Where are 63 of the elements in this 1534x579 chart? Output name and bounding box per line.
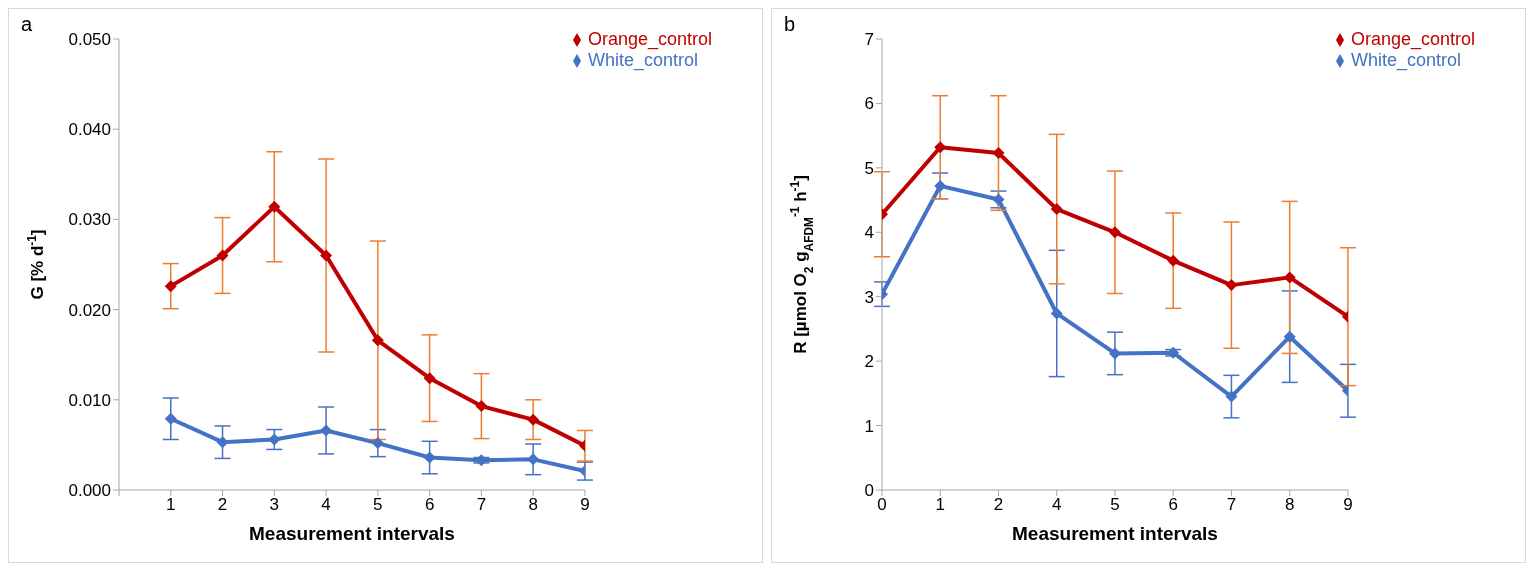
legend-label: Orange_control: [587, 29, 712, 49]
x-tick-label: 5: [373, 495, 383, 515]
x-axis-title: Measurement intervals: [249, 523, 455, 544]
y-tick-label: 4: [864, 223, 874, 243]
x-tick-label: 2: [993, 495, 1004, 515]
point: [320, 424, 333, 437]
x-tick-label: 4: [321, 495, 331, 515]
y-tick-label: 0.050: [68, 30, 111, 50]
x-tick-label: 9: [580, 495, 590, 515]
point: [1050, 307, 1063, 320]
y-tick-label: 3: [864, 287, 874, 307]
x-tick-label: 6: [1168, 495, 1178, 515]
y-tick-label: 1: [864, 416, 874, 436]
y-tick-label: 0.030: [68, 210, 111, 230]
y-tick-label: 6: [864, 94, 874, 114]
point: [268, 200, 281, 213]
legend-label: Orange_control: [1350, 29, 1475, 49]
x-tick-label: 5: [1110, 495, 1120, 515]
point: [371, 437, 384, 450]
point: [475, 400, 488, 413]
point: [164, 280, 177, 293]
x-tick-label: 8: [528, 495, 538, 515]
x-axis-title: Measurement intervals: [1012, 523, 1218, 544]
point: [1283, 271, 1296, 284]
legend-label: White_control: [1350, 50, 1461, 70]
x-tick-label: 2: [217, 495, 228, 515]
point: [1225, 279, 1238, 292]
point: [423, 372, 436, 385]
x-tick-label: 6: [424, 495, 435, 515]
point: [1283, 330, 1296, 343]
y-tick-label: 0.010: [68, 390, 111, 410]
y-tick-label: 5: [864, 158, 874, 178]
x-tick-label: 7: [476, 495, 487, 515]
point: [1050, 203, 1063, 216]
point: [1225, 390, 1238, 403]
x-tick-label: 9: [1343, 495, 1353, 515]
point: [1167, 254, 1180, 267]
point: [216, 249, 229, 262]
point: [1108, 347, 1121, 360]
y-tick-label: 0: [864, 481, 874, 501]
point: [527, 453, 540, 466]
x-tick-label: 4: [1051, 495, 1062, 515]
legend-label: White_control: [587, 50, 698, 70]
x-tick-label: 8: [1284, 495, 1295, 515]
point: [527, 413, 540, 426]
point: [164, 412, 177, 425]
y-tick-label: 0.040: [68, 120, 111, 140]
x-tick-label: 7: [1226, 495, 1237, 515]
point: [371, 334, 384, 347]
y-tick-label: 0.020: [68, 300, 111, 320]
x-tick-label: 3: [269, 495, 280, 515]
point: [1108, 226, 1121, 239]
x-tick-label: 1: [166, 495, 176, 515]
point: [934, 179, 947, 192]
y-tick-label: 0.000: [68, 481, 111, 501]
chart-title: a: [21, 13, 33, 36]
point: [992, 147, 1005, 160]
y-tick-label: 7: [864, 30, 874, 50]
point: [320, 249, 333, 262]
x-tick-label: 0: [877, 495, 887, 515]
y-tick-label: 2: [864, 352, 874, 372]
chart-title: b: [784, 13, 796, 36]
x-tick-label: 1: [935, 495, 945, 515]
